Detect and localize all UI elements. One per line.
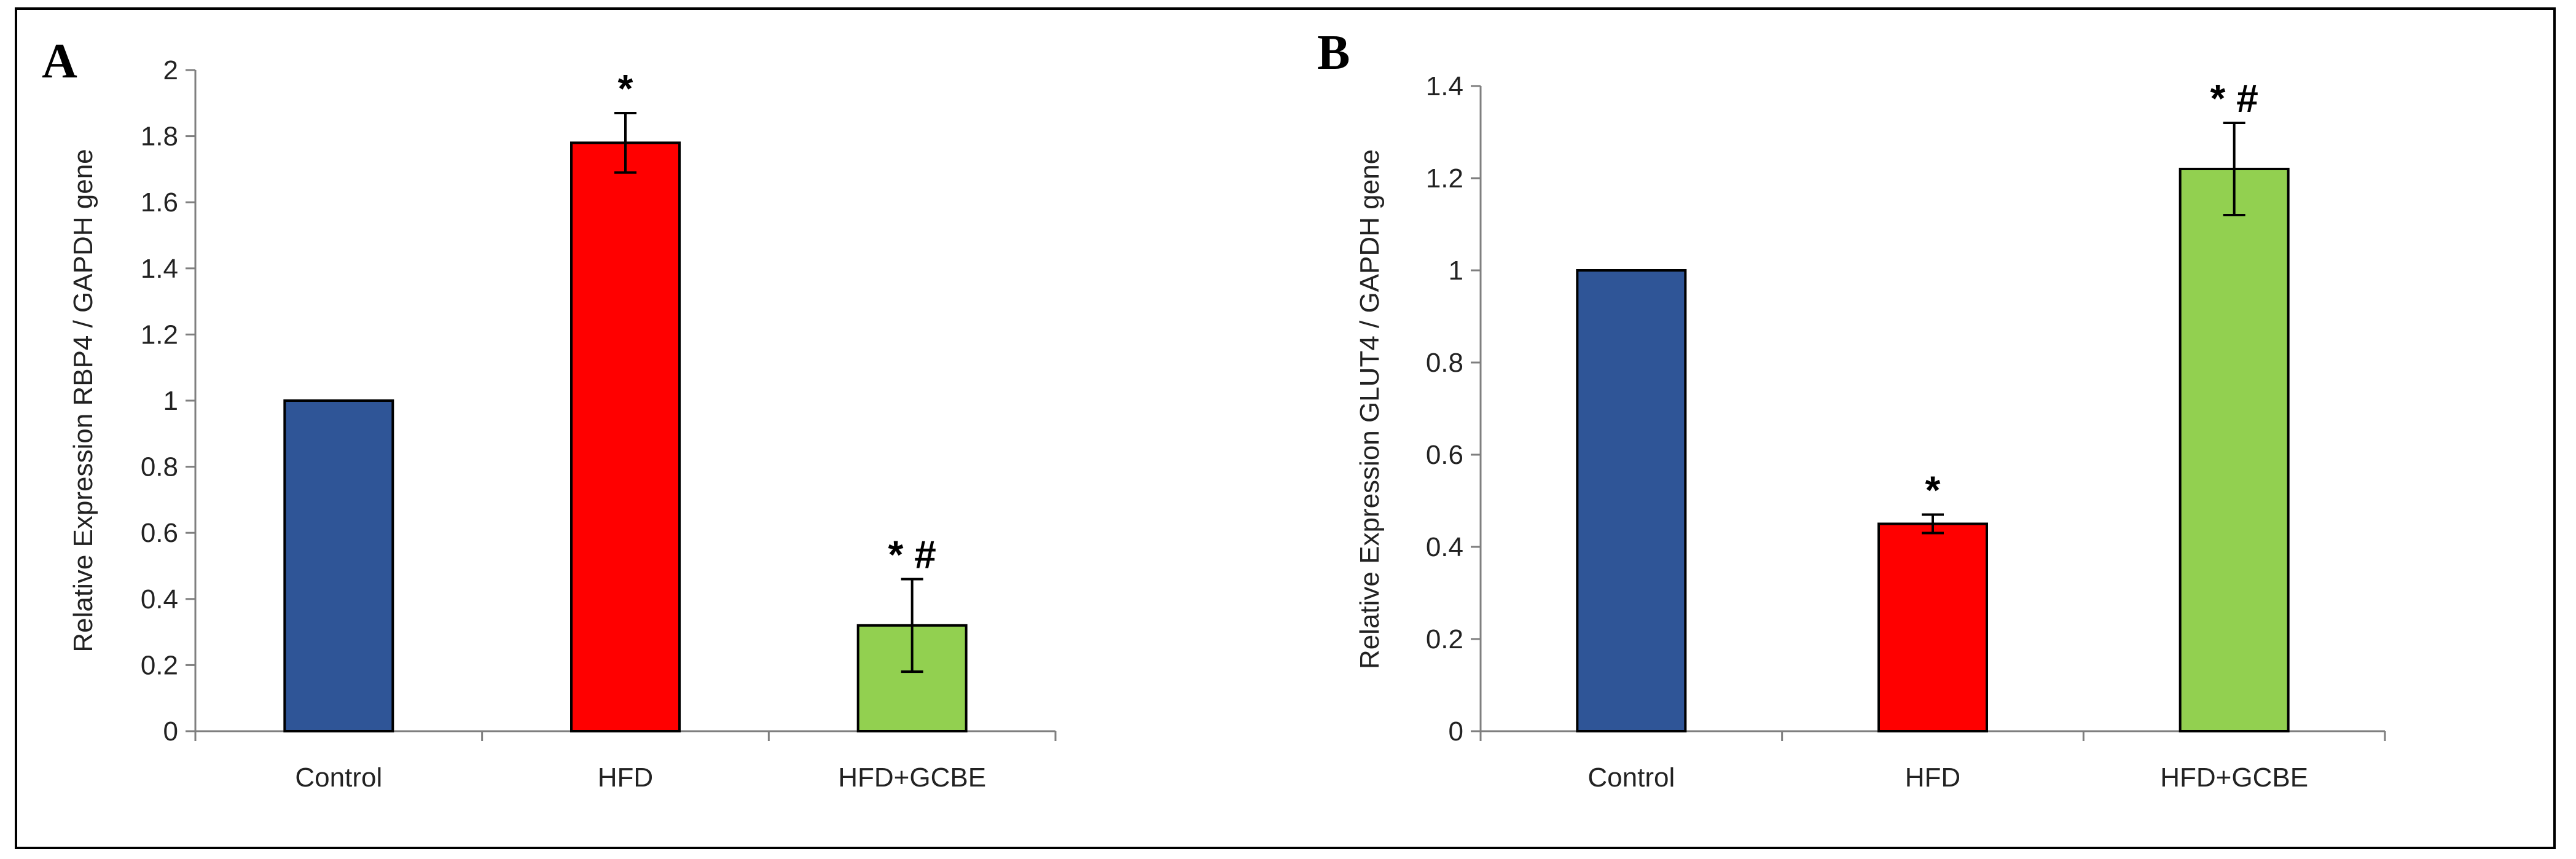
y-tick-label: 1.2 [1426, 163, 1463, 194]
y-tick-label: 2 [163, 55, 178, 85]
y-tick-label: 0 [1449, 716, 1463, 747]
y-tick-label: 0.8 [1426, 348, 1463, 378]
y-tick-label: 0.2 [141, 650, 178, 680]
x-category-label: HFD [1905, 763, 1960, 793]
bar-control [1576, 269, 1687, 732]
chart-panel-b: B Relative Expression GLUT4 / GAPDH gene 0… [1317, 26, 2386, 793]
y-tick-label: 0.4 [1426, 532, 1463, 562]
y-tick-label: 0.6 [1426, 440, 1463, 470]
significance-annotation: * # [888, 533, 936, 577]
bar-hfd-gcbe [2179, 168, 2290, 732]
y-tick-label: 1.4 [1426, 71, 1463, 101]
x-category-label: Control [295, 763, 382, 793]
y-tick-label: 0.6 [141, 518, 178, 548]
chart-panel-a: A Relative Expression RBP4 / GAPDH gene 0 0… [42, 34, 1057, 793]
panel-label: B [1317, 26, 1350, 80]
y-tick-label: 0.2 [1426, 624, 1463, 654]
y-axis-title: Relative Expression GLUT4 / GAPDH gene [1355, 149, 1385, 669]
y-tick-label: 1.4 [141, 254, 178, 284]
significance-annotation: * # [2210, 76, 2258, 120]
y-tick-label: 1.6 [141, 187, 178, 218]
significance-annotation: * [618, 66, 633, 111]
y-tick-label: 1.8 [141, 122, 178, 152]
bar-hfd [570, 141, 681, 733]
bar-control [283, 399, 394, 732]
y-tick-label: 0.4 [141, 584, 178, 614]
y-axis-title: Relative Expression RBP4 / GAPDH gene [68, 149, 98, 652]
significance-annotation: * [1925, 468, 1941, 512]
y-tick-label: 1.2 [141, 320, 178, 350]
x-category-label: Control [1587, 763, 1675, 793]
bar-hfd [1877, 522, 1988, 732]
bar-chart-figure: A Relative Expression RBP4 / GAPDH gene 0 0… [42, 26, 2386, 793]
panel-label: A [42, 34, 77, 88]
y-tick-label: 0.8 [141, 452, 178, 482]
figure-frame: A Relative Expression RBP4 / GAPDH gene 0 0… [15, 7, 2556, 849]
y-tick-label: 0 [163, 716, 178, 747]
x-category-label: HFD [598, 763, 653, 793]
x-category-label: HFD+GCBE [2160, 763, 2308, 793]
y-tick-label: 1 [1449, 256, 1463, 286]
x-category-label: HFD+GCBE [838, 763, 986, 793]
y-tick-label: 1 [163, 386, 178, 416]
